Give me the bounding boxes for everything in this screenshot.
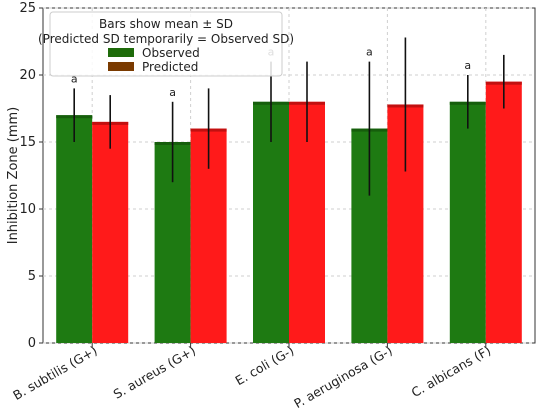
y-tick-label: 5 [28,269,36,284]
legend-swatch-observed [108,48,134,57]
legend-title-line2: (Predicted SD temporarily = Observed SD) [38,32,294,46]
significance-letter: a [169,86,176,99]
legend-title-line1: Bars show mean ± SD [99,17,233,31]
bar-predicted [92,121,129,344]
y-tick-label: 25 [19,1,36,16]
legend-box [49,11,283,77]
significance-letter: a [464,59,471,72]
bar-observed [56,115,93,343]
x-category-label: E. coli (G-) [233,343,297,389]
x-category-label: C. albicans (F) [409,343,494,401]
significance-letter: a [71,72,78,85]
bar-layer [56,81,522,344]
x-category-label: S. aureus (G+) [111,343,198,402]
y-tick-label: 0 [28,336,36,351]
bar-predicted [485,81,522,343]
legend-swatch-predicted [108,62,134,71]
x-category-label: P. aeruginosa (G-) [291,343,395,412]
y-tick-label: 15 [19,135,36,150]
error-bar-layer: aaaaa [71,37,505,196]
legend: Bars show mean ± SD (Predicted SD tempor… [38,11,294,77]
y-tick-label: 20 [19,68,36,83]
y-tick-label: 10 [19,202,36,217]
y-axis-title: Inhibition Zone (mm) [6,107,21,245]
x-category-label: B. subtilis (G+) [10,343,99,403]
bar-observed [449,101,486,343]
legend-label-observed: Observed [142,46,200,60]
significance-letter: a [366,46,373,59]
legend-label-predicted: Predicted [142,60,198,74]
